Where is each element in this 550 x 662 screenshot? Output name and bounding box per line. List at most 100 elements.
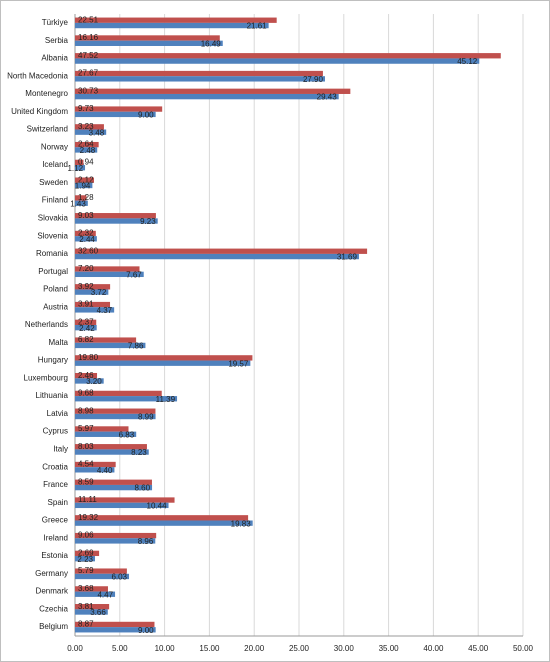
bar [75,58,480,64]
bar [75,271,144,278]
data-label: 2.32 [78,229,94,238]
data-label: 9.00 [138,111,154,120]
y-tick-label: Estonia [41,551,68,560]
data-label: 3.72 [91,288,107,297]
data-label: 3.81 [78,602,94,611]
data-label: 19.83 [231,519,252,528]
bar [75,213,156,219]
x-tick-label: 5.00 [112,644,128,653]
y-tick-label: Croatia [42,462,68,471]
bar [75,307,115,313]
data-label: 5.79 [78,566,94,575]
data-label: 7.86 [128,342,144,351]
x-tick-label: 50.00 [513,644,534,653]
data-label: 21.61 [247,22,268,31]
bar [75,378,104,384]
data-label: 7.20 [78,264,94,273]
bar [75,497,175,503]
bar [75,604,110,610]
data-label: 8.99 [138,413,154,422]
y-tick-label: Netherlands [25,320,68,329]
y-tick-label: Montenegro [25,89,68,98]
data-label: 30.73 [78,86,99,95]
y-tick-label: Italy [53,445,68,454]
bar [75,532,157,539]
bar [75,520,253,526]
bar [75,218,158,224]
y-tick-label: Denmark [36,587,69,596]
bar [75,124,104,130]
y-tick-label: Finland [42,196,68,205]
bar [75,248,368,254]
y-tick-label: Romania [36,249,69,258]
bar [75,586,108,592]
data-label: 8.03 [78,442,94,451]
data-label: 2.46 [78,371,94,380]
y-tick-label: Slovakia [38,213,69,222]
bar [75,76,325,82]
data-label: 8.60 [134,484,150,493]
data-label: 47.52 [78,51,99,60]
x-tick-label: 35.00 [379,644,400,653]
bar [75,289,109,295]
y-tick-label: Poland [43,285,68,294]
bar [75,431,137,437]
y-tick-label: Malta [48,338,68,347]
y-tick-label: Ireland [44,533,68,542]
bar [75,538,156,544]
y-tick-label: Germany [35,569,68,578]
data-label: 10.44 [147,501,168,510]
bar [75,159,84,166]
y-tick-label: United Kingdom [11,107,68,116]
data-label: 11.11 [78,495,97,504]
bar [75,550,100,557]
bar [75,88,351,94]
y-tick-label: Luxembourg [24,373,68,382]
bar [75,568,127,574]
data-label: 8.23 [131,448,147,457]
bar [75,236,97,242]
data-label: 3.23 [78,122,94,131]
bar [75,266,140,272]
bar [75,325,97,331]
y-tick-label: Serbia [45,36,69,45]
bar [75,182,93,189]
bar [75,141,99,148]
data-label: 19.32 [78,513,99,522]
bar [75,484,153,491]
x-tick-label: 40.00 [423,644,444,653]
bar [75,609,108,615]
bar [75,573,130,580]
data-label: 8.87 [78,620,94,629]
bar [75,390,162,397]
data-label: 11.39 [156,395,176,404]
bar [75,372,98,379]
data-label: 3.66 [90,608,106,617]
data-label: 9.73 [78,104,94,113]
bar [75,502,169,509]
y-tick-label: Iceland [42,160,68,169]
data-label: 3.48 [89,128,105,137]
data-label: 4.54 [78,460,94,469]
data-label: 6.83 [119,430,135,439]
y-tick-label: Sweden [39,178,68,187]
data-label: 5.97 [78,424,94,433]
x-tick-label: 45.00 [468,644,489,653]
bar [75,301,111,308]
data-label: 2.69 [78,548,94,557]
bar [75,449,149,455]
y-tick-label: Belgium [39,622,68,631]
data-label: 16.16 [78,33,99,42]
data-label: 8.98 [78,406,94,415]
data-label: 27.90 [303,75,324,84]
data-label: 9.06 [78,531,94,540]
bar [75,444,147,450]
data-label: 4.37 [97,306,113,315]
bar [75,93,339,100]
bar [75,342,146,349]
data-label: 3.91 [78,300,94,309]
y-tick-label: Norway [41,142,68,151]
data-label: 27.67 [78,69,99,78]
bar [75,147,98,153]
data-label: 2.12 [78,175,94,184]
